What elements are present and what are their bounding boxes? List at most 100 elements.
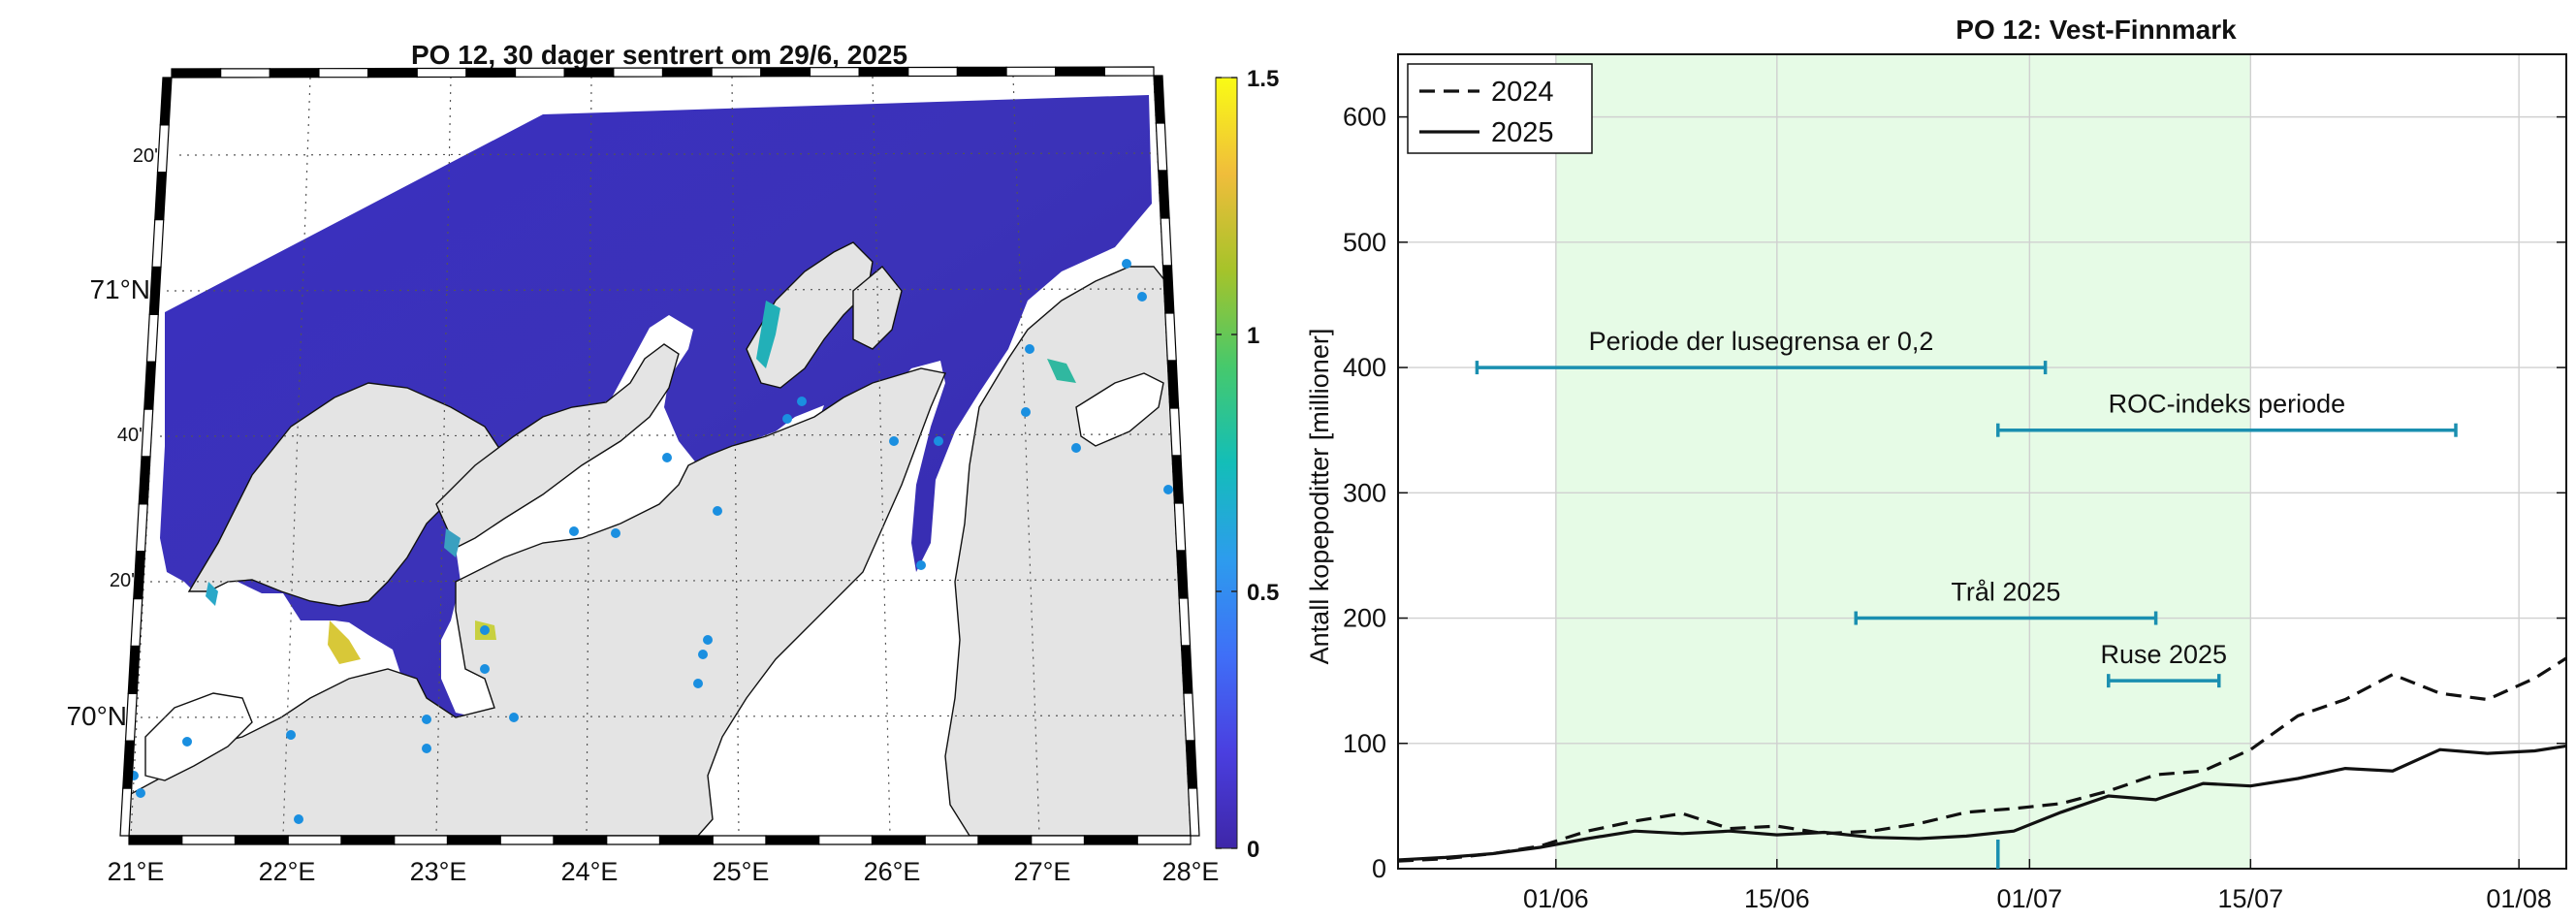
frame-segment xyxy=(1083,835,1138,845)
frame-segment xyxy=(1169,407,1182,457)
colorbar-ticks: 1.5 1 0.5 0 xyxy=(1216,66,1279,863)
highlight-span xyxy=(1555,54,2251,869)
station-dot xyxy=(698,650,708,659)
frame-segment xyxy=(1171,455,1185,504)
period-label: Trål 2025 xyxy=(1951,578,2060,607)
frame-segment xyxy=(171,68,222,79)
frame-segment xyxy=(394,835,449,845)
frame-segment xyxy=(658,835,714,845)
frame-segment xyxy=(765,835,820,845)
station-dot xyxy=(480,664,490,674)
frame-segment xyxy=(1178,597,1192,647)
station-dot xyxy=(294,814,303,824)
frame-segment xyxy=(181,835,237,845)
frame-segment xyxy=(1055,66,1105,77)
station-dot xyxy=(782,414,792,424)
station-dot xyxy=(136,788,145,798)
frame-segment xyxy=(907,66,958,78)
frame-segment xyxy=(128,835,183,845)
station-dot xyxy=(422,715,431,724)
frame-segment xyxy=(661,67,713,78)
y-tick-label: 500 xyxy=(1343,228,1386,257)
station-dot xyxy=(480,625,490,635)
period-label: Ruse 2025 xyxy=(2100,640,2227,669)
frame-segment xyxy=(143,361,157,410)
frame-segment xyxy=(135,503,148,553)
frame-segment xyxy=(141,408,154,458)
frame-segment xyxy=(269,68,320,79)
frame-segment xyxy=(563,67,615,78)
longitude-label: 28°E xyxy=(1162,857,1220,886)
station-dot xyxy=(934,436,943,446)
frame-segment xyxy=(514,67,565,78)
frame-segment xyxy=(760,67,811,78)
y-tick-label: 400 xyxy=(1343,353,1386,382)
period-label: ROC-indeks periode xyxy=(2109,390,2346,419)
frame-segment xyxy=(711,67,762,78)
frame-segment xyxy=(124,692,138,742)
frame-segment xyxy=(145,313,159,363)
frame-segment xyxy=(871,835,926,845)
station-dot xyxy=(569,526,579,536)
frame-segment xyxy=(1180,645,1193,694)
station-dot xyxy=(1137,292,1147,302)
frame-segment xyxy=(127,645,141,694)
legend-box xyxy=(1407,63,1593,154)
station-dot xyxy=(422,744,431,753)
frame-segment xyxy=(156,124,170,174)
frame-segment xyxy=(234,835,289,845)
map-panel: PO 12, 30 dager sentrert om 29/6, 2025 xyxy=(0,0,1289,917)
station-dot xyxy=(662,453,672,462)
longitude-label: 24°E xyxy=(561,857,619,886)
colorbar-tick-label: 1 xyxy=(1247,323,1259,349)
period-bar: Ruse 2025 xyxy=(2100,640,2227,688)
frame-segment xyxy=(416,67,467,79)
station-markers xyxy=(129,259,1173,824)
frame-segment xyxy=(138,456,151,505)
station-dot xyxy=(611,528,620,538)
x-tick-label: 15/06 xyxy=(1744,884,1810,913)
line-chart: PO 12: Vest-Finnmark Antall kopepoditter… xyxy=(1305,15,2567,913)
frame-segment xyxy=(1136,835,1192,845)
frame-segment xyxy=(613,67,664,78)
map-frame xyxy=(119,66,1200,845)
frame-segment xyxy=(133,551,146,600)
latitude-label: 70°N xyxy=(66,701,127,731)
latitude-label: 20' xyxy=(133,145,158,167)
station-dot xyxy=(693,679,703,688)
frame-segment xyxy=(1103,66,1155,77)
plot-axes xyxy=(1397,53,2567,870)
x-tick-label: 01/06 xyxy=(1523,884,1589,913)
sea-area xyxy=(160,95,1152,756)
period-label: Periode der lusegrensa er 0,2 xyxy=(1589,327,1934,356)
x-tick-label: 01/07 xyxy=(1997,884,2063,913)
latitude-labels: 20' 71°N 40' 20' 70°N xyxy=(66,145,158,731)
legend: 2024 2025 xyxy=(1407,63,1593,154)
latitude-label: 71°N xyxy=(89,274,150,304)
longitude-label: 21°E xyxy=(108,857,165,886)
station-dot xyxy=(713,506,722,516)
frame-segment xyxy=(1185,740,1198,789)
frame-segment xyxy=(924,835,979,845)
y-tick-label: 100 xyxy=(1343,729,1386,758)
colorbar xyxy=(1215,77,1238,849)
frame-segment xyxy=(818,835,874,845)
frame-segment xyxy=(1161,265,1175,314)
frame-segment xyxy=(1166,360,1180,409)
land-area xyxy=(129,241,1191,836)
frame-segment xyxy=(1155,122,1168,172)
frame-segment xyxy=(1031,835,1086,845)
map-figure: PO 12, 30 dager sentrert om 29/6, 2025 xyxy=(66,40,1279,886)
station-dot xyxy=(182,737,192,747)
station-dot xyxy=(1163,485,1173,494)
chart-title: PO 12: Vest-Finnmark xyxy=(1956,15,2237,45)
station-dot xyxy=(286,730,296,740)
frame-segment xyxy=(465,67,517,79)
series-line-2024 xyxy=(1397,656,2567,863)
frame-segment xyxy=(1188,787,1200,837)
latitude-label: 20' xyxy=(110,570,135,591)
y-axis-label: Antall kopepoditter [millioner] xyxy=(1305,329,1334,665)
frame-segment xyxy=(606,835,661,845)
period-bar: ROC-indeks periode xyxy=(1996,390,2458,437)
frame-segment xyxy=(1183,692,1195,742)
